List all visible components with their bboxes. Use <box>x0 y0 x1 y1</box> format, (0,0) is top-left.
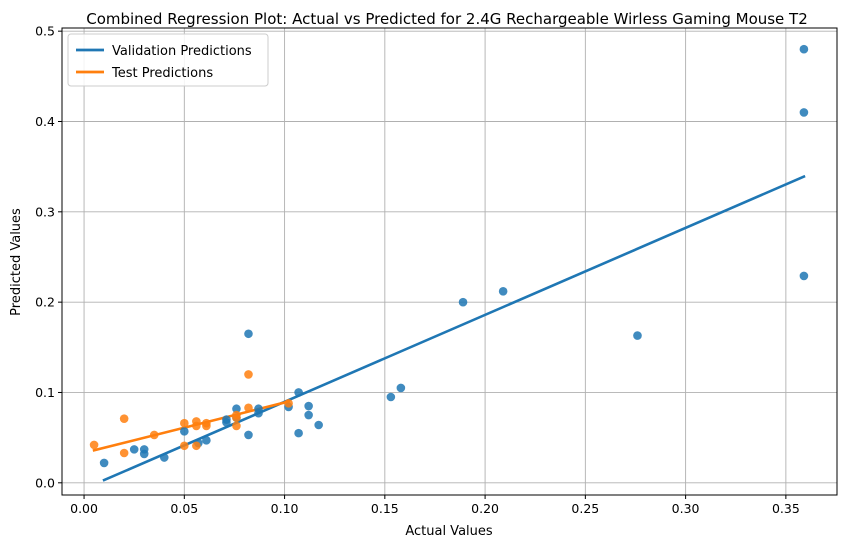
validation-point <box>254 408 263 418</box>
x-tick-label: 0.30 <box>672 501 700 516</box>
x-axis-label: Actual Values <box>405 524 493 539</box>
test-point <box>244 370 253 379</box>
validation-point <box>202 436 211 445</box>
test-point <box>149 430 159 440</box>
legend: Validation Predictions Test Predictions <box>67 33 269 87</box>
legend-label-test: Test Predictions <box>111 66 213 81</box>
y-axis-ticks: 0.0 0.1 0.2 0.3 0.4 0.5 <box>35 24 62 490</box>
validation-point <box>99 458 109 468</box>
validation-point <box>294 428 303 438</box>
validation-point <box>386 392 396 402</box>
validation-point <box>799 271 809 281</box>
grid <box>62 28 837 495</box>
validation-point <box>222 415 231 424</box>
legend-label-validation: Validation Predictions <box>112 44 252 59</box>
validation-point <box>232 404 241 414</box>
y-tick-label: 0.5 <box>35 24 55 39</box>
validation-point <box>244 430 253 440</box>
test-point <box>244 403 253 413</box>
test-point <box>192 441 201 451</box>
x-tick-label: 0.15 <box>371 501 399 516</box>
validation-point <box>304 401 313 411</box>
validation-regression-line <box>102 174 806 482</box>
x-tick-label: 0.10 <box>271 501 299 516</box>
test-point <box>89 440 99 450</box>
validation-point <box>498 287 508 296</box>
x-tick-label: 0.00 <box>70 501 98 516</box>
validation-point <box>304 410 313 420</box>
y-tick-label: 0.4 <box>35 114 55 129</box>
y-axis-label: Predicted Values <box>9 208 24 316</box>
validation-point <box>159 453 169 462</box>
validation-point <box>129 445 139 454</box>
y-tick-label: 0.3 <box>35 204 55 219</box>
validation-point <box>799 108 809 117</box>
test-point <box>119 448 129 458</box>
test-point <box>180 441 189 451</box>
y-tick-label: 0.0 <box>35 475 55 490</box>
x-tick-label: 0.25 <box>571 501 599 516</box>
plot-frame <box>61 27 838 496</box>
validation-point <box>799 44 809 54</box>
validation-point <box>139 449 149 459</box>
validation-point <box>180 427 189 436</box>
scatter-points <box>89 44 809 468</box>
chart-title: Combined Regression Plot: Actual vs Pred… <box>86 10 808 28</box>
test-point <box>232 421 241 431</box>
test-point <box>119 414 129 423</box>
test-point <box>192 421 201 431</box>
legend-box <box>67 33 269 87</box>
validation-point <box>314 420 323 430</box>
validation-point <box>294 388 303 397</box>
x-axis-ticks: 0.00 0.05 0.10 0.15 0.20 0.25 0.30 0.35 <box>70 495 800 516</box>
validation-point <box>633 331 642 340</box>
validation-point <box>458 297 468 307</box>
x-tick-label: 0.35 <box>772 501 800 516</box>
x-tick-label: 0.20 <box>471 501 499 516</box>
y-tick-label: 0.2 <box>35 295 55 310</box>
validation-point <box>396 383 406 393</box>
y-tick-label: 0.1 <box>35 385 55 400</box>
test-point <box>232 413 241 423</box>
test-point <box>284 399 293 408</box>
x-tick-label: 0.05 <box>170 501 198 516</box>
test-point <box>202 421 211 431</box>
test-point <box>180 418 189 428</box>
validation-point <box>244 329 253 339</box>
